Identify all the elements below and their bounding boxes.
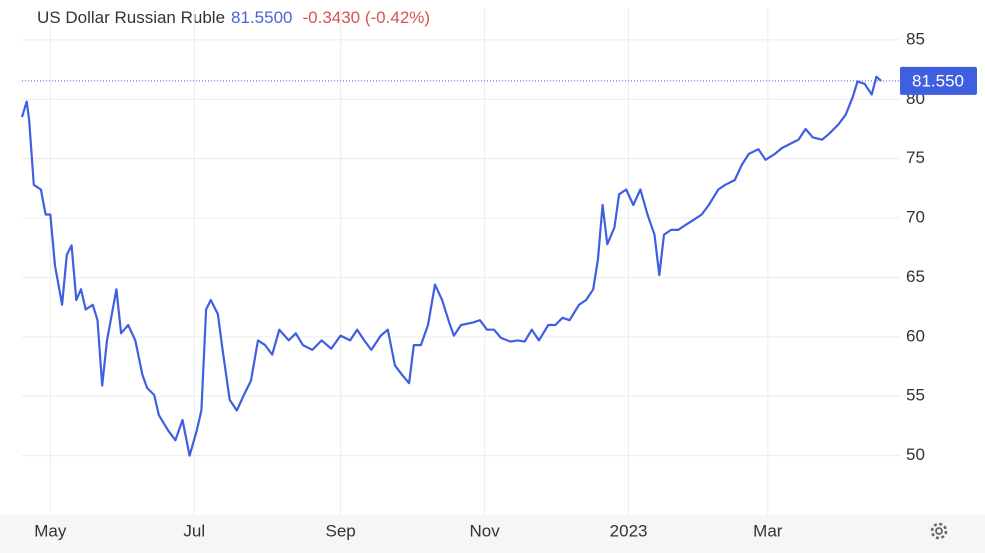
x-axis-band xyxy=(0,515,985,553)
y-tick-label: 65 xyxy=(906,267,925,286)
last-price-label: 81.550 xyxy=(912,71,964,90)
x-tick-label: Jul xyxy=(183,521,205,540)
x-tick-label: Mar xyxy=(753,521,783,540)
change: -0.3430 (-0.42%) xyxy=(302,8,430,27)
last-price-tag xyxy=(900,66,977,95)
y-tick-label: 60 xyxy=(906,326,925,345)
chart-title: US Dollar Russian Ruble xyxy=(37,8,225,27)
y-tick-label: 85 xyxy=(906,29,925,48)
header: US Dollar Russian Ruble 81.5500 -0.3430 (-… xyxy=(37,8,430,27)
x-tick-label: May xyxy=(34,521,67,540)
settings-icon[interactable] xyxy=(930,522,948,540)
x-tick-label: 2023 xyxy=(610,521,648,540)
price-line xyxy=(20,75,882,457)
grid xyxy=(22,8,900,515)
y-tick-label: 70 xyxy=(906,208,925,227)
y-tick-label: 55 xyxy=(906,386,925,405)
x-tick-label: Sep xyxy=(326,521,356,540)
y-tick-label: 50 xyxy=(906,445,925,464)
y-tick-label: 75 xyxy=(906,148,925,167)
x-tick-label: Nov xyxy=(469,521,500,540)
price: 81.5500 xyxy=(231,8,292,27)
